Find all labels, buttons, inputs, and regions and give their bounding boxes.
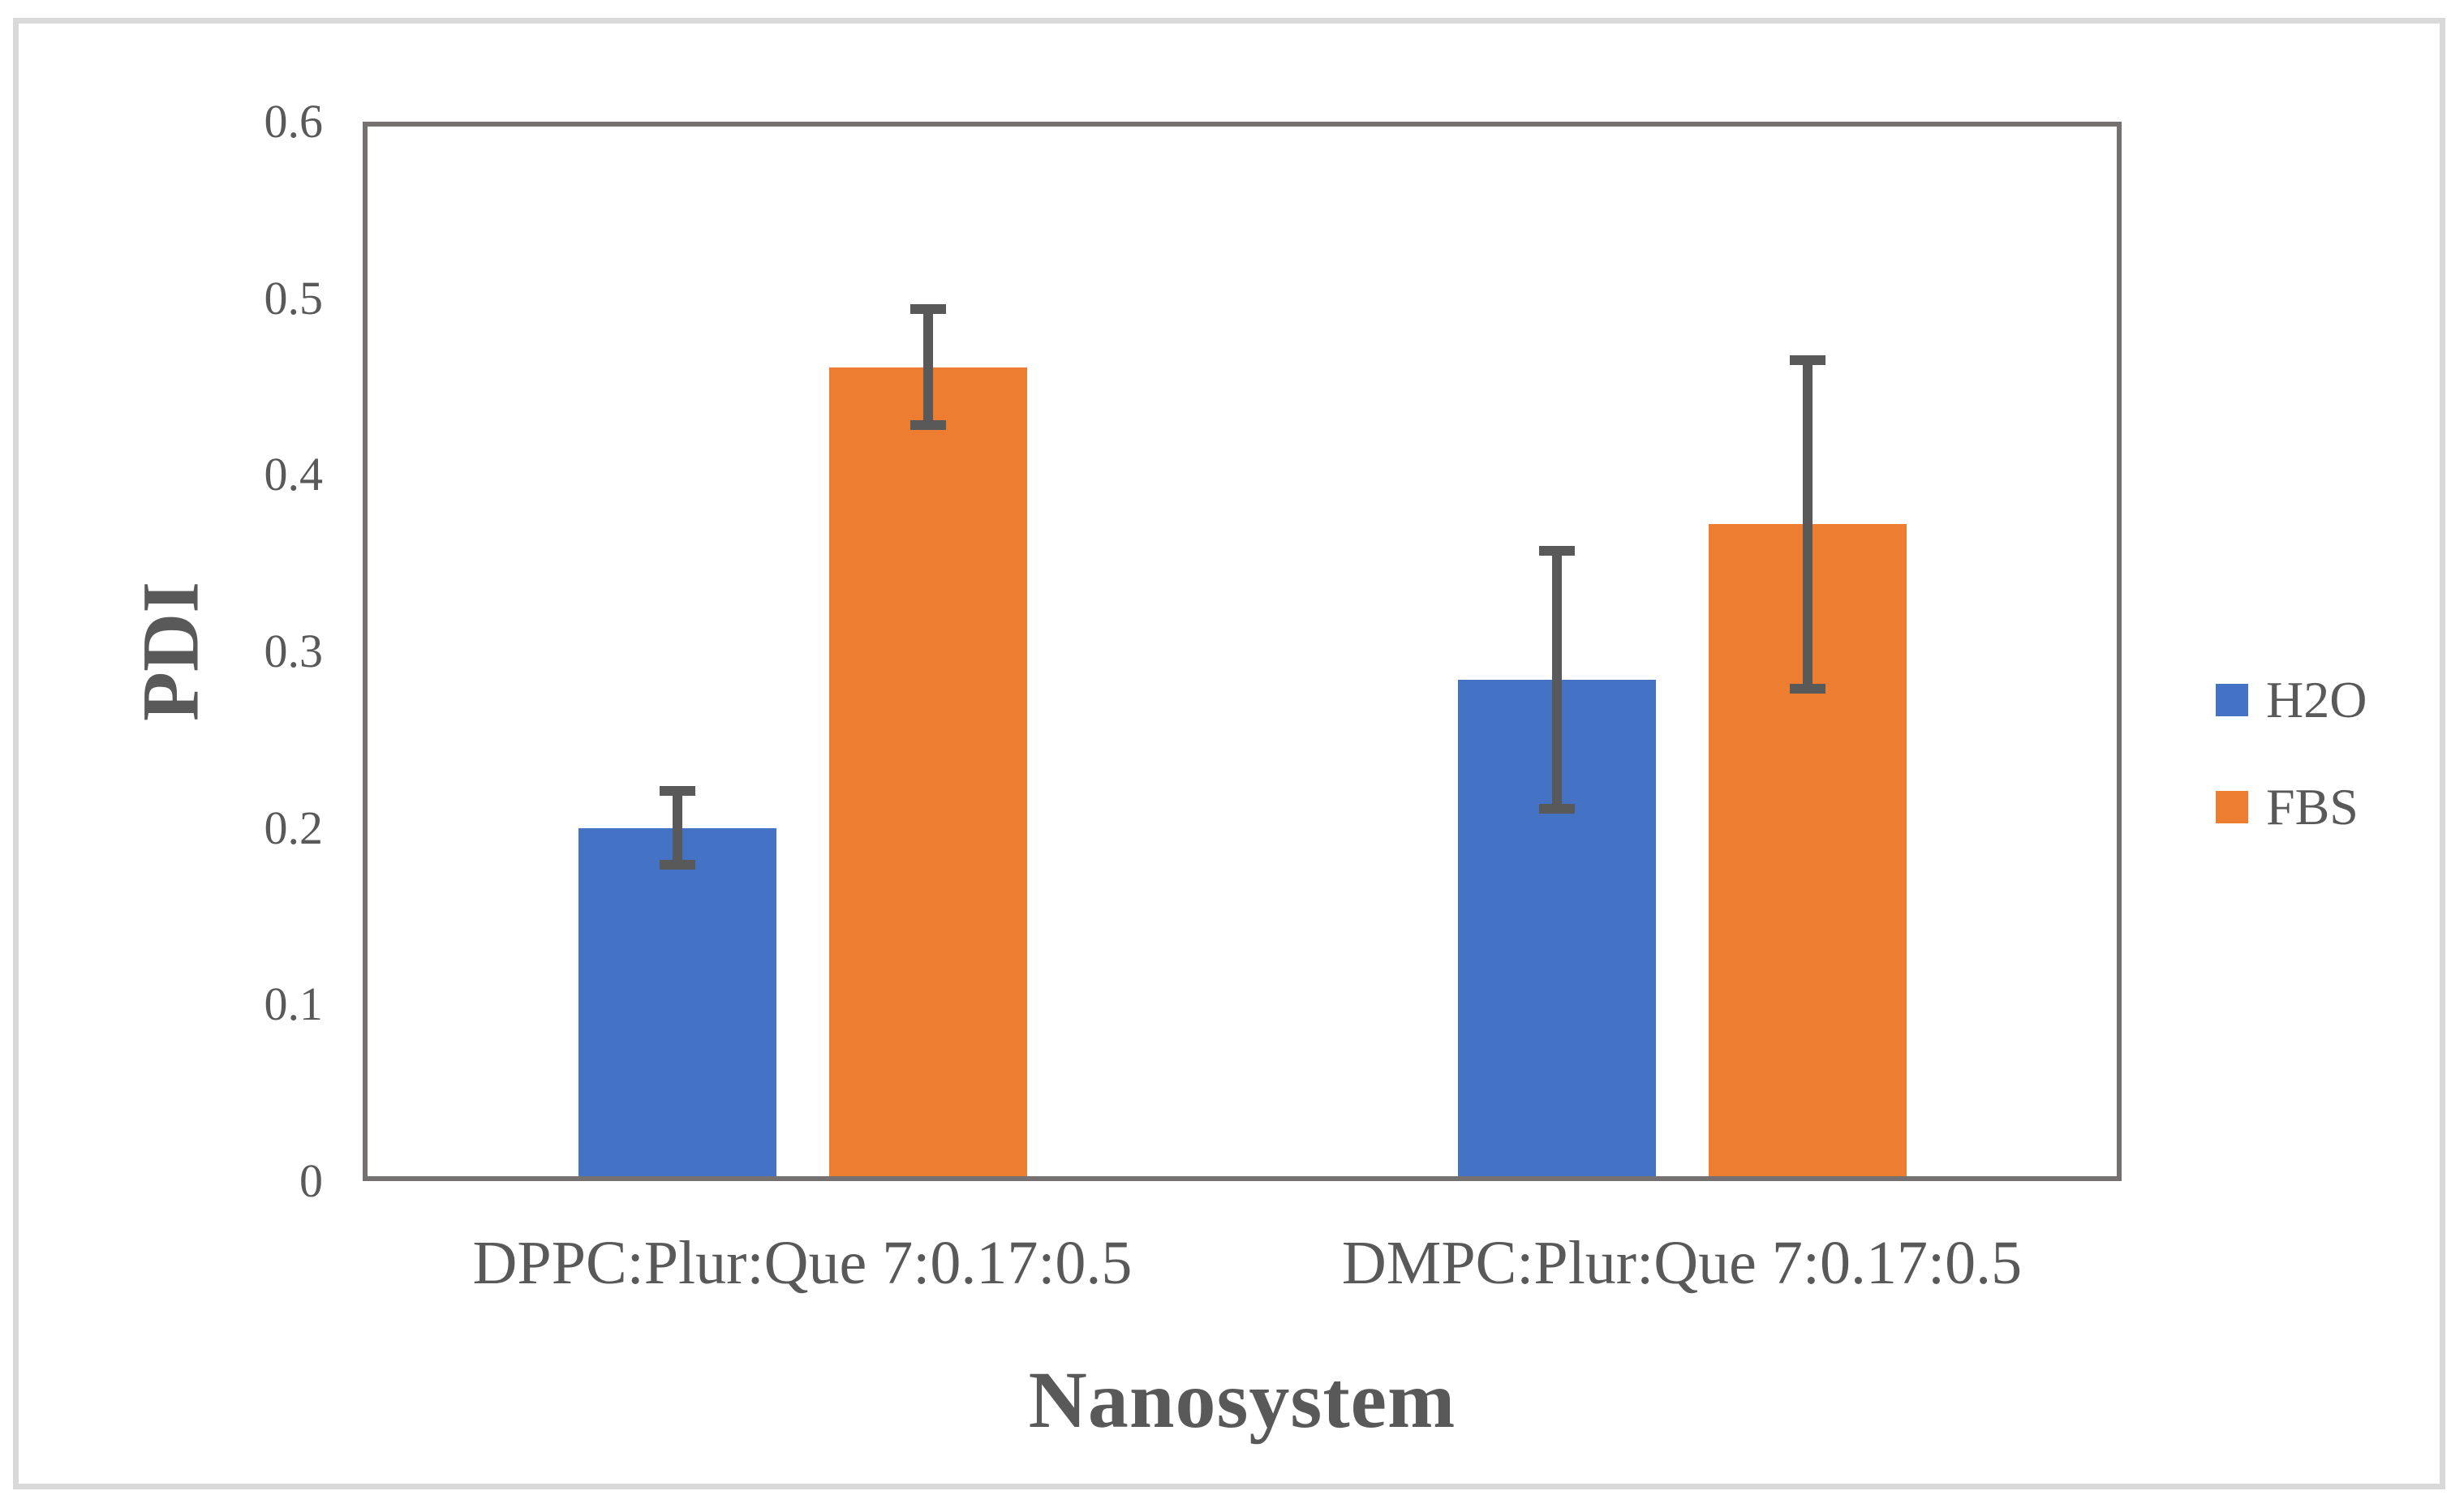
error-bar-line xyxy=(1802,359,1813,689)
error-bar-cap xyxy=(909,420,946,431)
y-tick-label: 0.4 xyxy=(264,448,324,501)
legend-item-fbs: FBS xyxy=(2216,779,2367,836)
error-bar-cap xyxy=(1789,683,1825,694)
x-category-label: DPPC:Plur:Que 7:0.17:0.5 xyxy=(472,1229,1133,1297)
error-bar-cap xyxy=(659,785,695,796)
legend-label: FBS xyxy=(2266,778,2359,836)
error-bar-line xyxy=(672,790,682,866)
y-tick-label: 0.2 xyxy=(264,801,324,854)
y-axis-title: PDI xyxy=(125,581,216,722)
y-tick-label: 0.3 xyxy=(264,625,324,677)
y-tick-label: 0.6 xyxy=(264,95,324,148)
bar-fbs-dppc xyxy=(828,367,1027,1176)
error-bar-line xyxy=(1551,550,1562,809)
error-bar-cap xyxy=(659,860,695,870)
bar-h2o-dppc xyxy=(578,827,776,1176)
x-category-label: DMPC:Plur:Que 7:0.17:0.5 xyxy=(1341,1229,2023,1297)
error-bar-cap xyxy=(1538,545,1575,556)
legend: H2O FBS xyxy=(2216,672,2367,886)
legend-item-h2o: H2O xyxy=(2216,672,2367,728)
figure-border xyxy=(13,18,2445,1489)
error-bar-line xyxy=(922,308,933,426)
x-axis-title: Nanosystem xyxy=(1028,1355,1456,1445)
y-tick-label: 0.5 xyxy=(264,271,324,324)
legend-swatch-icon xyxy=(2216,684,2248,716)
error-bar-cap xyxy=(909,303,946,314)
legend-label: H2O xyxy=(2266,671,2367,728)
legend-swatch-icon xyxy=(2216,791,2248,823)
y-tick-label: 0.1 xyxy=(264,977,324,1031)
error-bar-cap xyxy=(1538,803,1575,814)
error-bar-cap xyxy=(1789,354,1825,365)
y-tick-label: 0 xyxy=(299,1154,323,1207)
